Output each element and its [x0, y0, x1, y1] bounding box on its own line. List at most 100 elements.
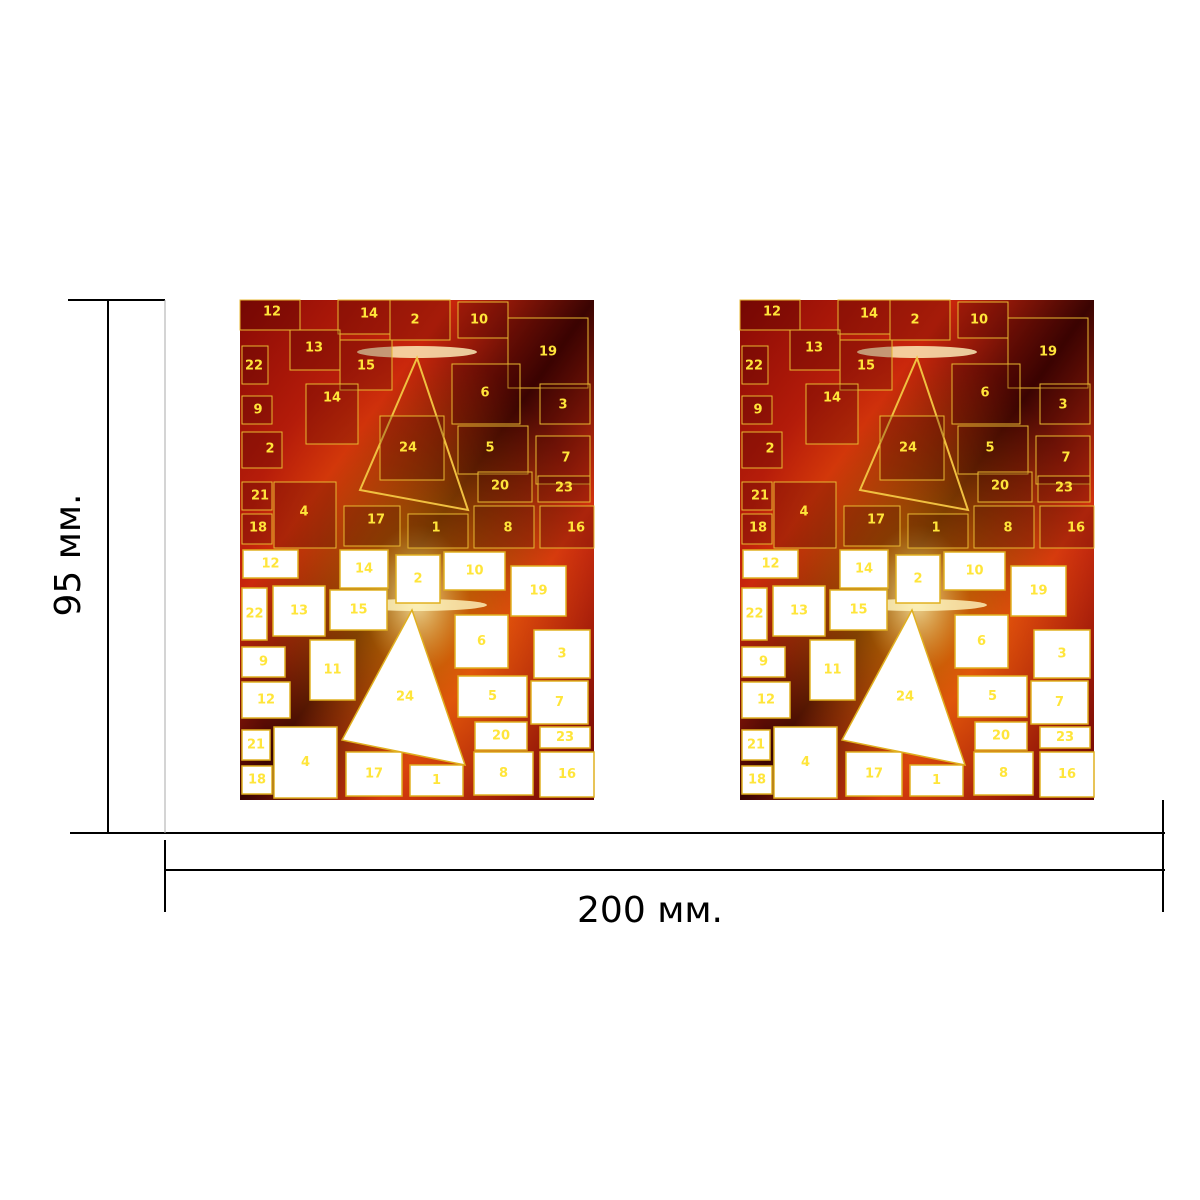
tree-door	[840, 608, 967, 766]
door-number: 6	[480, 386, 489, 401]
door-number: 18	[749, 521, 767, 536]
door-number: 9	[753, 403, 762, 418]
door-number: 5	[485, 441, 494, 456]
door-number: 20	[991, 479, 1009, 494]
door	[309, 639, 356, 701]
door-number: 11	[823, 663, 841, 678]
door	[1030, 680, 1089, 725]
door-outline	[741, 513, 773, 545]
door-outline	[837, 299, 891, 335]
door-outline	[977, 471, 1033, 503]
door-number: 17	[367, 513, 385, 528]
door	[241, 587, 268, 641]
door	[839, 549, 889, 589]
height-label: 95 мм.	[48, 493, 89, 616]
door-number: 5	[488, 689, 497, 704]
door-outline	[537, 475, 591, 503]
door	[1033, 629, 1091, 679]
door-number: 2	[410, 313, 419, 328]
door	[954, 614, 1009, 669]
door-number: 15	[849, 603, 867, 618]
door-outline	[239, 299, 301, 331]
door-outline	[289, 329, 341, 371]
tree-outline	[858, 355, 970, 512]
door-outline	[539, 505, 595, 549]
door	[845, 751, 903, 797]
door-number: 24	[396, 690, 414, 705]
door	[772, 585, 826, 637]
door-number: 8	[503, 521, 512, 536]
door-number: 23	[555, 481, 573, 496]
door-outline	[339, 339, 393, 391]
dimension-lines	[68, 299, 1165, 912]
door-number: 2	[913, 572, 922, 587]
door	[474, 721, 528, 751]
door-number: 17	[867, 513, 885, 528]
door-number: 13	[305, 341, 323, 356]
door-number: 20	[491, 479, 509, 494]
door	[241, 729, 271, 761]
door-outline	[1039, 383, 1091, 425]
door	[339, 549, 389, 589]
door-number: 9	[259, 655, 268, 670]
door-outline	[539, 383, 591, 425]
door-number: 7	[1061, 451, 1070, 466]
door-outline	[739, 299, 801, 331]
width-label: 200 мм.	[577, 890, 723, 931]
door-number: 3	[1058, 398, 1067, 413]
door	[909, 764, 964, 797]
door-number: 2	[413, 572, 422, 587]
door-outline	[789, 329, 841, 371]
door-number: 23	[1056, 730, 1074, 745]
door-number: 19	[529, 584, 547, 599]
door-outline	[773, 481, 837, 549]
door-number: 24	[896, 690, 914, 705]
door-number: 14	[823, 391, 841, 406]
door	[773, 726, 838, 799]
door-number: 21	[747, 738, 765, 753]
door-outline	[973, 505, 1035, 549]
door-number: 1	[931, 521, 940, 536]
door-outline	[379, 415, 445, 481]
door	[409, 764, 464, 797]
light-flare	[357, 346, 477, 358]
door-outline	[951, 363, 1021, 425]
door-number: 14	[355, 562, 373, 577]
door-outline	[805, 383, 859, 445]
door-number: 19	[539, 345, 557, 360]
door-number: 8	[999, 766, 1008, 781]
door	[454, 614, 509, 669]
door-number: 13	[290, 604, 308, 619]
door-number: 12	[757, 693, 775, 708]
door-outline	[337, 299, 391, 335]
door-outline	[907, 513, 969, 549]
door	[895, 554, 941, 604]
door-number: 7	[555, 695, 564, 710]
door	[539, 726, 591, 749]
door-number: 3	[1057, 647, 1066, 662]
door-number: 10	[465, 564, 483, 579]
door-number: 21	[751, 489, 769, 504]
door-number: 17	[365, 767, 383, 782]
door-outline	[1039, 505, 1095, 549]
door-number: 1	[432, 773, 441, 788]
door-number: 14	[360, 307, 378, 322]
door-number: 22	[745, 359, 763, 374]
door	[272, 585, 326, 637]
door-number: 8	[1003, 521, 1012, 536]
door-outline	[451, 363, 521, 425]
door-number: 18	[748, 773, 766, 788]
door-number: 1	[431, 521, 440, 536]
door	[539, 751, 595, 798]
door	[530, 680, 589, 725]
door-outline	[957, 425, 1029, 475]
door-number: 16	[558, 767, 576, 782]
door-number: 21	[251, 489, 269, 504]
door-outline	[741, 481, 773, 511]
door-outline	[741, 345, 769, 385]
door	[741, 587, 768, 641]
door-number: 13	[805, 341, 823, 356]
door	[533, 629, 591, 679]
door-number: 17	[865, 767, 883, 782]
door-number: 2	[265, 442, 274, 457]
